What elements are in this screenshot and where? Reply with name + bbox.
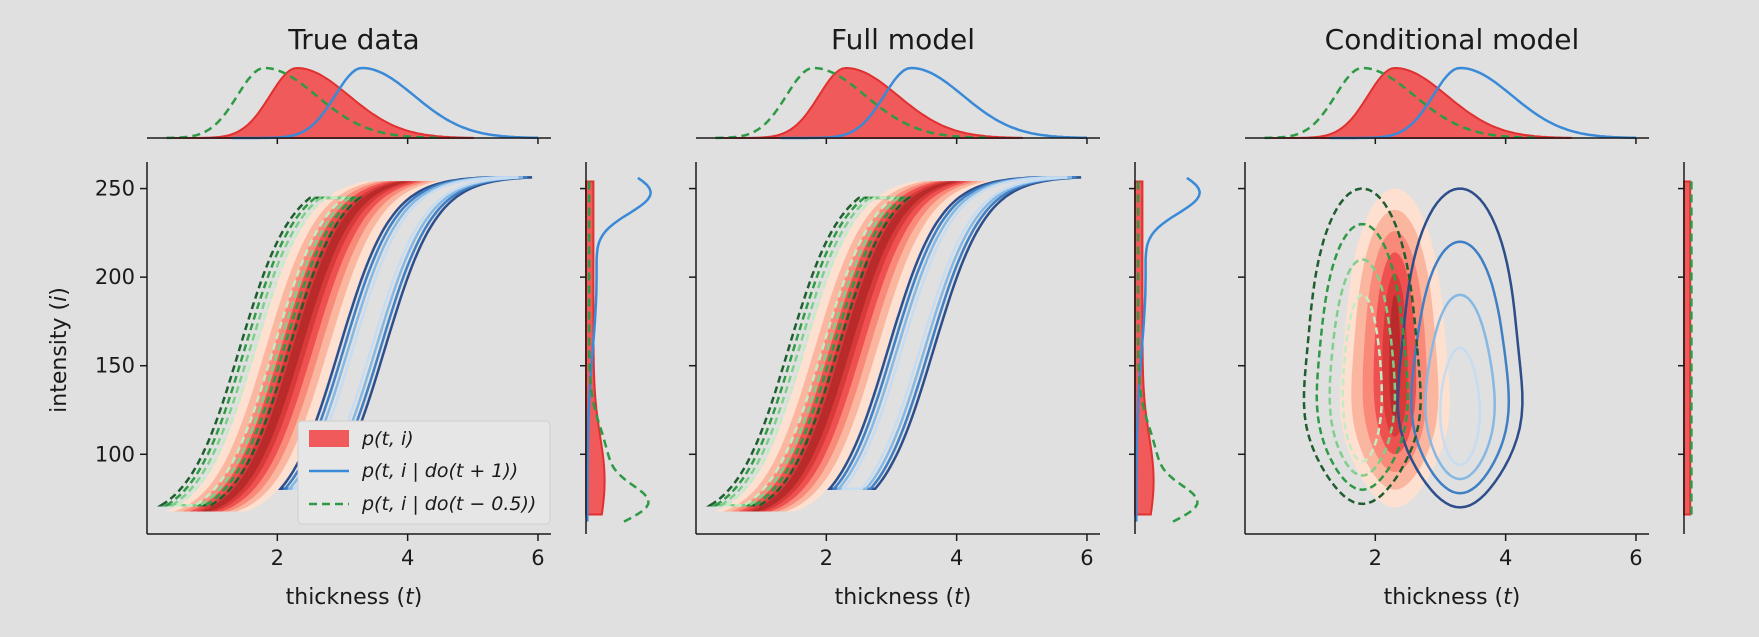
right-marginal-observed <box>585 180 606 516</box>
x-tick-label: 2 <box>271 546 284 570</box>
right-marginal-do-minus <box>587 177 650 523</box>
top-marginal-observed <box>166 66 474 139</box>
do-plus-1-contour-1 <box>831 176 1077 490</box>
do-plus-1-contour-0 <box>1396 187 1524 509</box>
observed-density-level-4 <box>744 181 966 512</box>
right-marginal-do-minus <box>1136 177 1199 523</box>
contour-area-0 <box>156 176 533 512</box>
right-marginal-0 <box>580 162 652 534</box>
panel-title-true-data: True data <box>287 23 419 56</box>
top-marginal-observed <box>1264 66 1572 139</box>
x-tick-label: 4 <box>401 546 414 570</box>
do-minus-contour-1 <box>1315 222 1410 491</box>
legend-swatch-observed <box>309 430 349 447</box>
y-tick-label: 150 <box>95 354 135 378</box>
top-marginal-do-minus <box>715 66 990 140</box>
do-plus-1-contour-3 <box>840 176 1068 490</box>
y-tick-label: 250 <box>95 177 135 201</box>
do-plus-1-contour-0 <box>826 176 1082 490</box>
legend-label-do-plus-1: p(t, i | do(t + 1)) <box>361 460 518 482</box>
do-minus-contour-2 <box>716 196 902 507</box>
top-marginal-do-plus-1 <box>780 66 1088 140</box>
top-marginal-do-plus-1 <box>231 66 539 140</box>
do-minus-contour-3 <box>721 196 897 507</box>
right-marginal-do-plus-1 <box>586 176 652 522</box>
top-marginal-do-minus <box>1264 66 1539 140</box>
do-plus-1-contour-2 <box>287 176 524 490</box>
panel-0: 2 4 6 100 150 200 250 <box>95 66 652 570</box>
do-minus-contour-3 <box>1341 293 1384 463</box>
observed-density-level-4 <box>195 181 417 512</box>
panel-1: 2 4 6 <box>689 66 1201 570</box>
legend: p(t, i) p(t, i | do(t + 1)) p(t, i | do(… <box>297 420 551 525</box>
panel-title-full-model: Full model <box>831 23 975 56</box>
x-tick-label: 6 <box>531 546 544 570</box>
x-tick-label: 2 <box>1369 546 1382 570</box>
do-minus-contour-2 <box>1328 258 1397 477</box>
x-axis-label-0: thickness (t) <box>286 585 423 610</box>
x-tick-label: 4 <box>1499 546 1512 570</box>
y-tick-label: 200 <box>95 265 135 289</box>
do-plus-1-contour-3 <box>291 176 519 490</box>
do-minus-contour-0 <box>705 196 912 507</box>
panel-title-conditional-model: Conditional model <box>1325 23 1580 56</box>
top-marginal-observed <box>715 66 1023 139</box>
legend-label-do-minus: p(t, i | do(t − 0.5)) <box>361 493 536 515</box>
y-tick-label: 100 <box>95 442 135 466</box>
do-minus-contour-0 <box>156 196 363 507</box>
do-plus-1-contour-0 <box>277 176 533 490</box>
legend-label-observed: p(t, i) <box>361 428 414 450</box>
do-minus-contour-1 <box>710 196 907 507</box>
do-minus-contour-3 <box>172 196 348 507</box>
right-marginal-observed <box>1134 180 1155 516</box>
right-marginal-observed <box>1683 180 1692 516</box>
x-tick-label: 4 <box>950 546 963 570</box>
panel-2: 2 4 6 <box>1238 66 1693 570</box>
do-minus-contour-0 <box>1302 187 1422 506</box>
x-axis-label-2: thickness (t) <box>1384 585 1521 610</box>
right-marginal-1 <box>1129 162 1201 534</box>
contour-area-2 <box>1302 187 1524 509</box>
do-plus-1-contour-1 <box>1410 240 1511 495</box>
do-plus-1-contour-1 <box>282 176 528 490</box>
right-marginal-2 <box>1678 162 1693 534</box>
do-minus-contour-2 <box>167 196 353 507</box>
right-marginal-do-plus-1 <box>1135 176 1201 522</box>
contour-area-1 <box>705 176 1082 512</box>
x-tick-label: 2 <box>820 546 833 570</box>
y-axis-label: intensity (i) <box>47 287 72 413</box>
x-axis-label-1: thickness (t) <box>835 585 972 610</box>
do-plus-1-contour-3 <box>1438 346 1482 467</box>
x-tick-label: 6 <box>1629 546 1642 570</box>
top-marginal-do-minus <box>166 66 441 140</box>
x-tick-label: 6 <box>1080 546 1093 570</box>
do-plus-1-contour-2 <box>1424 293 1496 481</box>
do-minus-contour-1 <box>161 196 358 507</box>
top-marginal-do-plus-1 <box>1329 66 1637 140</box>
do-plus-1-contour-2 <box>836 176 1073 490</box>
